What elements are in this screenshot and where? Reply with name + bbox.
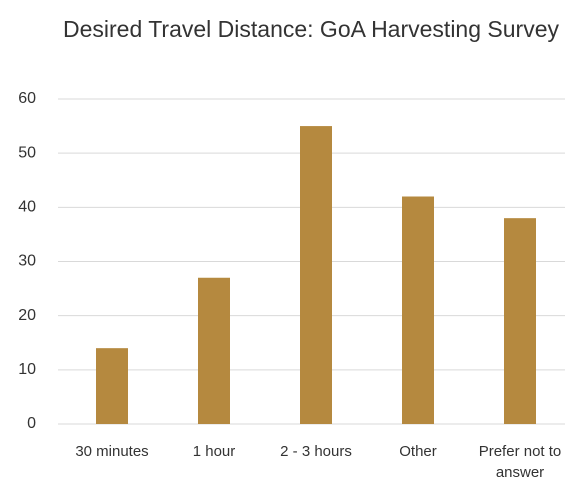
- bar: [198, 277, 230, 424]
- chart-title: Desired Travel Distance: GoA Harvesting …: [63, 16, 559, 42]
- x-tick-label: Other: [399, 443, 437, 460]
- y-tick-label: 0: [27, 415, 36, 432]
- y-tick-label: 20: [18, 307, 36, 324]
- bar: [96, 348, 128, 424]
- y-tick-label: 40: [18, 199, 36, 216]
- x-tick-label: 2 - 3 hours: [280, 443, 352, 460]
- x-tick-label: 1 hour: [192, 443, 236, 460]
- x-tick-label: Prefer not to answer: [478, 443, 562, 481]
- bar: [402, 196, 434, 424]
- bar: [504, 218, 536, 424]
- x-tick-label: 30 minutes: [75, 443, 149, 460]
- y-tick-label: 50: [18, 144, 36, 161]
- y-tick-label: 10: [18, 361, 36, 378]
- bar: [300, 126, 332, 424]
- y-tick-label: 30: [18, 253, 36, 270]
- y-tick-label: 60: [18, 90, 36, 107]
